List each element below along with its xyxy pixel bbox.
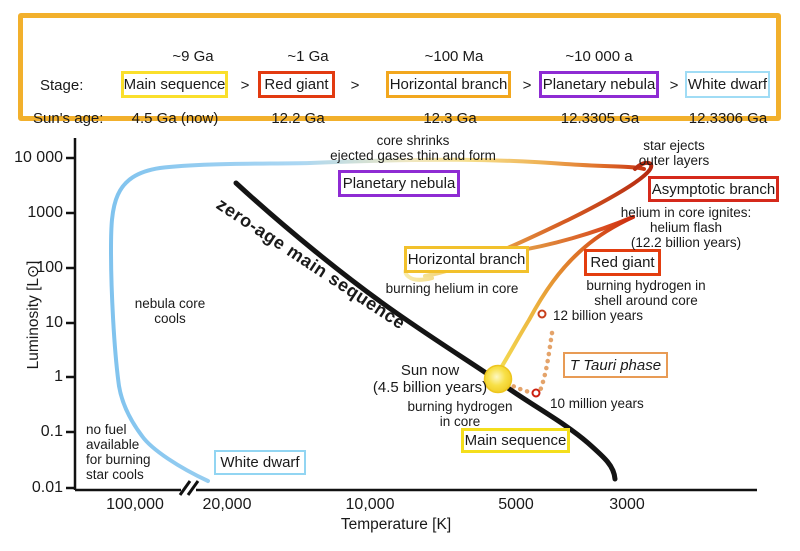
asymptotic-branch-box: Asymptotic branch: [648, 176, 779, 202]
y-tick-0p1: 0.1: [40, 423, 63, 440]
sun-now-label: Sun now (4.5 billion years): [372, 362, 488, 396]
sun-marker: [483, 364, 513, 394]
ten-million-years-label: 10 million years: [550, 396, 644, 411]
duration-planetary-nebula: ~10 000 a: [565, 48, 633, 65]
x-axis-break: [178, 480, 200, 496]
x-axis-title: Temperature [K]: [340, 516, 452, 533]
white-dwarf-box: White dwarf: [214, 450, 306, 475]
twelve-billion-years-marker: [537, 309, 547, 319]
duration-horizontal-branch: ~100 Ma: [424, 48, 484, 65]
y-axis-title: Luminosity [L⊙]: [25, 260, 42, 370]
stage-separator: >: [240, 77, 250, 94]
age-planetary-nebula: 12.3305 Ga: [560, 110, 640, 127]
star-ejects-note: star ejects outer layers: [638, 138, 710, 169]
planetary-nebula-track: [108, 157, 646, 483]
planetary-nebula-box: Planetary nebula: [338, 170, 460, 197]
x-tick-5000: 5000: [498, 496, 534, 513]
y-tick-10000: 10 000: [14, 149, 63, 166]
stage-summary-panel: ~9 Ga ~1 Ga ~100 Ma ~10 000 a Stage: Mai…: [18, 13, 781, 127]
duration-red-giant: ~1 Ga: [287, 48, 329, 65]
y-tick-0p01: 0.01: [31, 479, 63, 496]
stage-box-planetary-nebula: Planetary nebula: [539, 71, 659, 98]
stage-box-red-giant: Red giant: [258, 71, 335, 98]
nebula-core-cools-note: nebula core cools: [134, 296, 206, 327]
t-tauri-phase-box: T Tauri phase: [563, 352, 668, 378]
x-tick-20000: 20,000: [202, 496, 252, 513]
burning-helium-note: burning helium in core: [385, 281, 519, 296]
x-tick-100000: 100,000: [106, 496, 164, 513]
y-tick-100: 100: [36, 259, 63, 276]
main-sequence-box: Main sequence: [461, 428, 570, 453]
age-horizontal-branch: 12.3 Ga: [423, 110, 477, 127]
stage-box-white-dwarf: White dwarf: [685, 71, 770, 98]
y-tick-1000: 1000: [27, 204, 63, 221]
red-giant-box: Red giant: [584, 249, 661, 276]
stage-box-main-sequence: Main sequence: [121, 71, 228, 98]
age-red-giant: 12.2 Ga: [271, 110, 325, 127]
stage-separator: >: [522, 77, 532, 94]
x-tick-3000: 3000: [609, 496, 645, 513]
helium-flash-note: helium in core ignites: helium flash (12…: [620, 205, 752, 251]
twelve-billion-years-label: 12 billion years: [553, 308, 644, 323]
y-axis-ticks: [66, 156, 75, 490]
horizontal-branch-box: Horizontal branch: [404, 246, 529, 273]
stage-box-horizontal-branch: Horizontal branch: [386, 71, 511, 98]
red-giant-track: [497, 215, 635, 373]
stage-row-label: Stage:: [40, 77, 84, 94]
no-fuel-note: no fuel available for burning star cools: [86, 422, 151, 482]
age-row-label: Sun's age:: [33, 110, 104, 127]
core-shrinks-note: core shrinks ejected gases thin and form: [330, 133, 496, 164]
zams-curve: [233, 180, 618, 482]
y-tick-10: 10: [45, 314, 63, 331]
ten-million-years-marker: [531, 388, 541, 398]
burning-hydrogen-shell-note: burning hydrogen in shell around core: [586, 278, 706, 309]
duration-main-sequence: ~9 Ga: [172, 48, 214, 65]
y-tick-1: 1: [54, 368, 63, 385]
stage-separator: >: [350, 77, 360, 94]
burning-hydrogen-core-note: burning hydrogen in core: [407, 399, 513, 430]
stage-separator: >: [669, 77, 679, 94]
x-tick-10000: 10,000: [345, 496, 395, 513]
age-main-sequence: 4.5 Ga (now): [131, 110, 219, 127]
age-white-dwarf: 12.3306 Ga: [688, 110, 768, 127]
